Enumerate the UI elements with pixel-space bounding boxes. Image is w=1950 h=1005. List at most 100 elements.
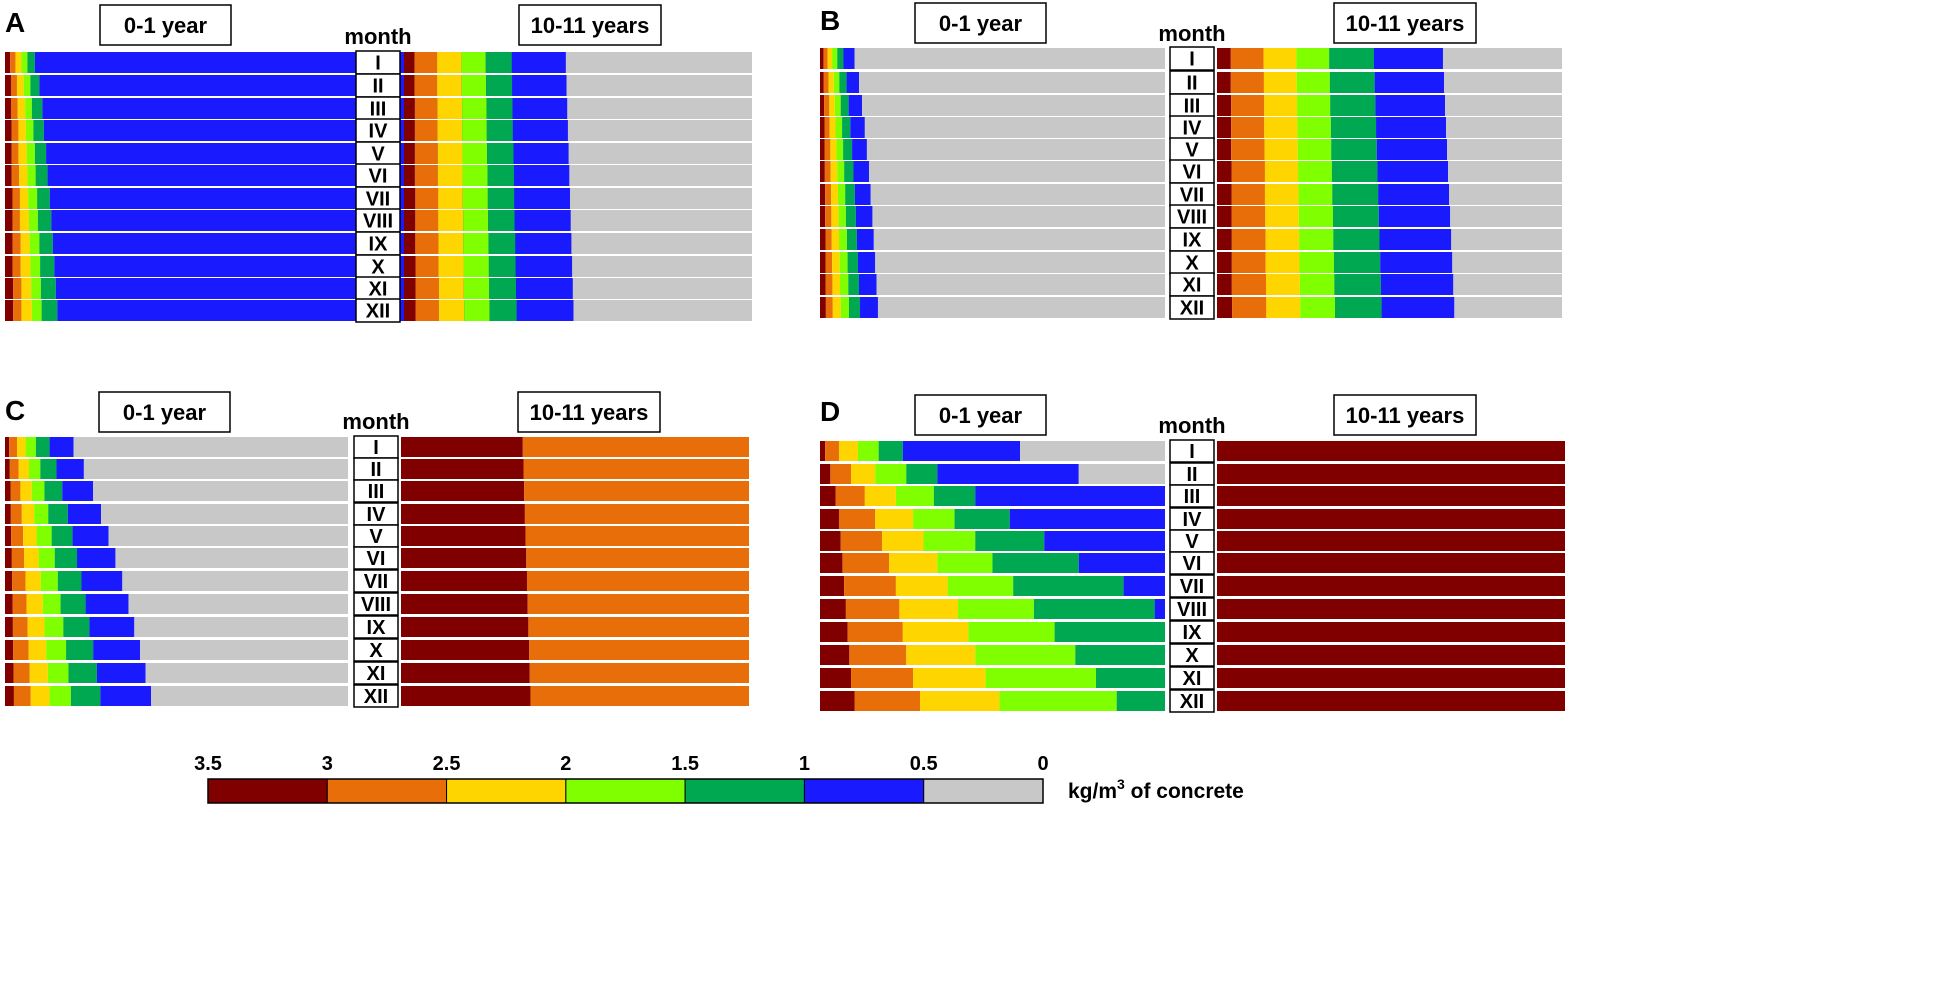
panel-b-right-row-8-band-4 (1298, 206, 1333, 227)
panel-a-right-row-1-remainder (565, 52, 752, 73)
panel-d-left-row-2-band-1 (820, 464, 831, 484)
panel-b-right-row-10-band-3 (1265, 252, 1300, 273)
panel-a-left-row-3-band-2 (10, 98, 18, 119)
panel-b-right-row-3-band-6 (1375, 95, 1446, 116)
panel-a-right-row-10-remainder (572, 256, 752, 277)
panel-a-left-row-8-band-1 (5, 210, 13, 231)
panel-a-left-row-10-band-2 (12, 256, 21, 277)
panel-c-left-row-7-band-2 (12, 571, 26, 591)
panel-b-right-row-2-band-4 (1296, 72, 1330, 93)
panel-b-left-row-5-band-1 (820, 139, 825, 160)
panel-c-left-row-3-band-6 (62, 481, 94, 501)
panel-d-left-row-4-band-6 (1009, 509, 1165, 529)
panel-b-left-row-7-remainder (870, 184, 1165, 205)
panel-a-left-row-10-band-3 (20, 256, 31, 277)
panel-b-right-row-3-band-5 (1330, 95, 1376, 116)
panel-a-right-row-2-band-3 (437, 75, 462, 96)
panel-d-left-row-4-band-3 (875, 509, 914, 529)
panel-a-left-row-9-band-2 (12, 233, 21, 254)
panel-a-right-row-6-band-2 (414, 165, 438, 186)
panel-a-left-row-10-band-5 (40, 256, 55, 277)
panel-b-right-row-1-band-5 (1329, 48, 1374, 69)
panel-b-right-row-2-band-6 (1374, 72, 1445, 93)
panel-a-right-row-1-band-4 (461, 52, 486, 73)
colorbar: 3.5 3 2.5 2 1.5 1 0.5 0kg/m3 of concrete (194, 753, 1244, 804)
colorbar-unit-sup: 3 (1117, 776, 1125, 792)
panel-b-month-label-1: I (1189, 49, 1195, 71)
panel-a-left-row-9-band-3 (20, 233, 30, 254)
panel-a-right-row-3-band-6 (512, 98, 568, 119)
panel-c-left-row-2-band-3 (18, 459, 30, 479)
panel-c-left-row-8-remainder (128, 594, 348, 614)
panel-b-month-label-8: VIII (1177, 207, 1207, 229)
panel-a-left-row-1-band-2 (10, 52, 16, 73)
panel-b-month-label-10: X (1185, 253, 1199, 275)
panel-b-right-row-2-band-5 (1329, 72, 1375, 93)
panel-c-left-row-3-band-1 (5, 481, 11, 501)
panel-b-month-label-9: IX (1183, 230, 1203, 252)
panel-d-left-row-4-band-2 (838, 509, 876, 529)
panel-c-left-row-4-band-2 (10, 504, 22, 524)
panel-a-month-label-9: IX (369, 234, 389, 256)
panel-a-left-row-12-band-4 (31, 300, 42, 321)
panel-b-left-row-2-band-1 (820, 72, 824, 93)
panel-c-left-row-10-band-4 (46, 640, 67, 660)
panel-a-right-row-5-band-3 (437, 143, 463, 164)
panel-a-left-row-5-band-4 (26, 143, 35, 164)
panel-c-left-row-5-remainder (108, 526, 348, 546)
panel-d-left-row-7-band-3 (895, 576, 948, 596)
panel-d-left-row-3-band-1 (820, 486, 836, 506)
panel-b-right-row-6-band-4 (1298, 161, 1332, 182)
panel-d-left-row-10-band-3 (906, 645, 976, 665)
panel-d-left-row-3-band-2 (835, 486, 865, 506)
panel-c-month-label-1: I (373, 437, 379, 459)
panel-c-left-row-7-band-3 (25, 571, 41, 591)
panel-b-left-row-11-band-1 (820, 274, 826, 295)
panel-b-right-row-6-band-2 (1231, 161, 1265, 182)
panel-c-right-row-1-band-1 (401, 437, 523, 457)
panel-d-left-row-5-band-2 (840, 531, 883, 551)
panel-c-right-row-9-band-1 (401, 617, 529, 637)
panel-a-right-row-1-band-5 (485, 52, 512, 73)
panel-d-left-row-1-band-3 (838, 441, 858, 461)
panel-c-month-box-12 (353, 684, 399, 708)
panel-c-left-row-11-band-5 (68, 663, 97, 683)
panel-a-right-row-12-band-5 (489, 300, 517, 321)
panel-b-left-row-9-band-5 (846, 229, 857, 250)
panel-c-left-row-11-band-3 (29, 663, 48, 683)
panel-b-month-label-7: VII (1180, 185, 1204, 207)
panel-b-left-row-10-remainder (875, 252, 1165, 273)
panel-d-left-row-10-band-5 (1075, 645, 1165, 665)
panel-b-left-row-2-band-4 (833, 72, 840, 93)
panel-c-left-row-11-band-6 (96, 663, 146, 683)
panel-d-left-row-8-band-6 (1154, 599, 1165, 619)
panel-b-letter: B (820, 5, 840, 36)
panel-b-left-row-1-band-3 (827, 48, 833, 69)
panel-d-left-row-5-band-6 (1044, 531, 1165, 551)
panel-b-right-row-7-band-1 (1217, 184, 1232, 205)
colorbar-tick-5: 1.5 (671, 753, 699, 775)
panel-b-right-row-6-band-5 (1331, 161, 1378, 182)
panel-c-month-box-7 (353, 569, 399, 593)
panel-d-left-row-6-band-4 (937, 553, 993, 573)
panel-c-month-box-9 (353, 615, 399, 639)
colorbar-tick-8: 0 (1037, 753, 1048, 775)
panel-c-left-row-12-remainder (151, 686, 348, 706)
panel-d-left-row-2-band-2 (830, 464, 852, 484)
panel-b-left-row-10-band-4 (839, 252, 848, 273)
panel-a-left-row-6-band-1 (5, 165, 12, 186)
panel-a-right-row-11-band-1 (404, 278, 416, 299)
panel-b-right-row-11-remainder (1453, 274, 1562, 295)
panel-a-left-row-6-band-5 (35, 165, 48, 186)
panel-c-right-period-box (517, 391, 661, 433)
panel-a-month-box-12 (355, 298, 401, 323)
panel-b-right-row-6-band-3 (1264, 161, 1299, 182)
panel-c-left-row-8-band-1 (5, 594, 13, 614)
panel-b-left-row-6-band-6 (853, 161, 869, 182)
panel-c-right-row-8-band-1 (401, 594, 528, 614)
panel-d: D 0-1 year 10-11 yearsmonthIIIIIIIVVVIVIIV… (820, 394, 1565, 713)
panel-b-right-row-11-band-1 (1217, 274, 1232, 295)
panel-b-right-row-3-band-4 (1297, 95, 1331, 116)
panel-a-right-row-1-band-6 (511, 52, 566, 73)
panel-c-left-row-1-remainder (73, 437, 348, 457)
